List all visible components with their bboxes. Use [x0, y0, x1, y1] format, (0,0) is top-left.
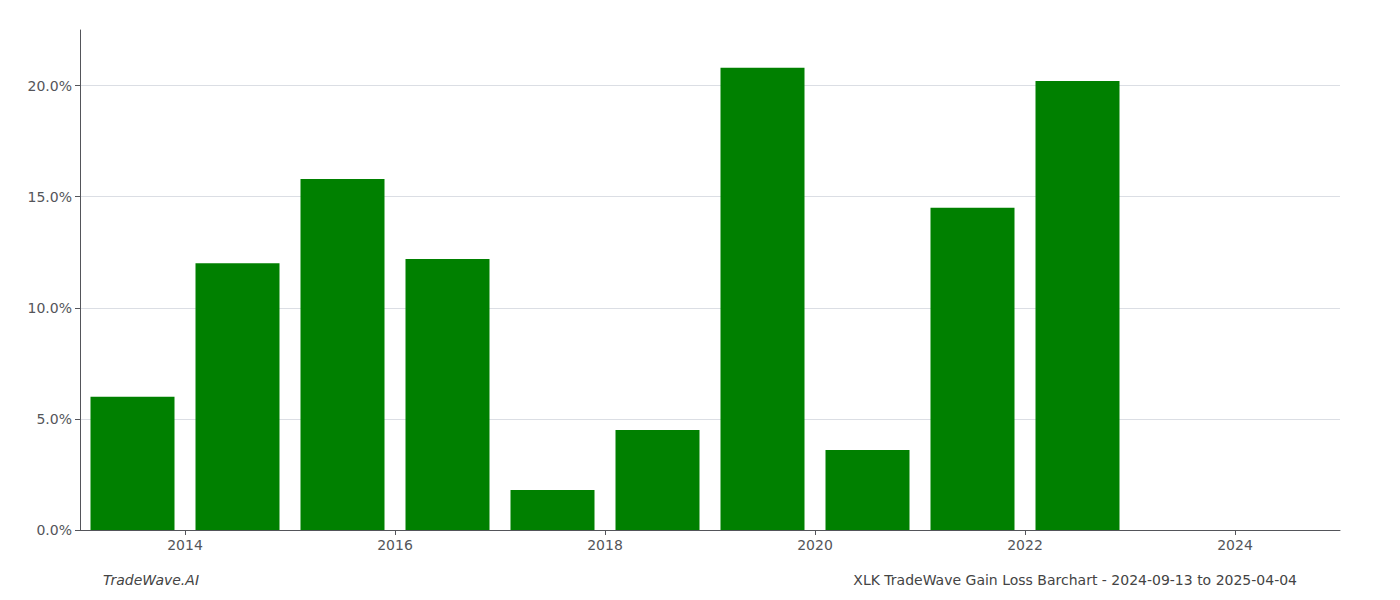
svg-text:10.0%: 10.0% [28, 300, 72, 316]
svg-text:5.0%: 5.0% [36, 411, 72, 427]
svg-text:2020: 2020 [797, 537, 833, 553]
svg-text:2016: 2016 [377, 537, 413, 553]
svg-text:TradeWave.AI: TradeWave.AI [103, 572, 199, 588]
svg-text:2014: 2014 [167, 537, 203, 553]
svg-text:2024: 2024 [1217, 537, 1253, 553]
svg-text:20.0%: 20.0% [28, 78, 72, 94]
svg-text:0.0%: 0.0% [36, 522, 72, 538]
svg-text:15.0%: 15.0% [28, 189, 72, 205]
svg-text:2018: 2018 [587, 537, 623, 553]
svg-text:2022: 2022 [1007, 537, 1043, 553]
svg-text:XLK TradeWave Gain Loss Barcha: XLK TradeWave Gain Loss Barchart - 2024-… [853, 572, 1297, 588]
